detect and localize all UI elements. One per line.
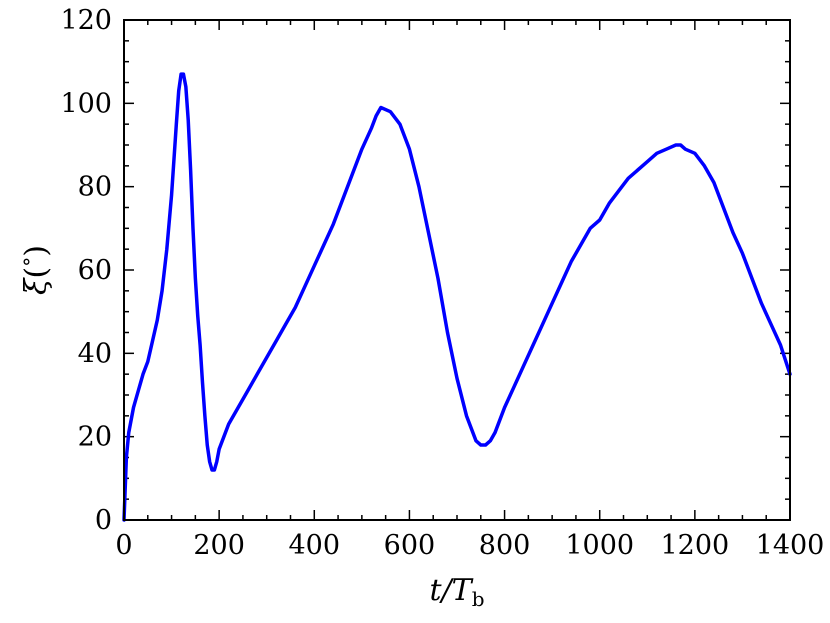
x-tick-label: 0	[115, 530, 132, 561]
series-layer	[122, 72, 792, 522]
y-tick-label: 60	[78, 255, 112, 286]
x-tick-label: 1400	[756, 530, 825, 561]
x-axis-ticks	[123, 20, 791, 520]
y-axis-tick-labels: 0 20 40 60 80 100 120	[60, 5, 112, 536]
x-tick-label: 600	[384, 530, 436, 561]
x-axis-tick-labels: 0 200 400 600 800 1000 1200 1400	[115, 530, 824, 561]
y-axis-label-open-paren: (	[19, 267, 54, 279]
y-tick-label: 100	[60, 88, 112, 119]
x-tick-label: 1200	[660, 530, 729, 561]
y-tick-label: 0	[95, 505, 112, 536]
x-axis-label-main: t/T	[430, 573, 474, 608]
y-tick-label: 120	[60, 5, 112, 36]
x-axis-label: t/Tb	[430, 573, 485, 611]
plot-frame	[123, 19, 791, 521]
y-axis-label-degree: °	[19, 257, 43, 267]
y-tick-label: 80	[78, 172, 112, 203]
y-axis-label-symbol: ξ	[19, 277, 54, 295]
series-line	[122, 72, 792, 522]
x-tick-label: 800	[479, 530, 531, 561]
x-tick-label: 200	[193, 530, 245, 561]
x-axis-label-subscript: b	[472, 587, 485, 611]
x-tick-label: 1000	[565, 530, 634, 561]
y-axis-label: ξ(°)	[19, 245, 54, 295]
y-tick-label: 20	[78, 422, 112, 453]
y-axis-label-close-paren: )	[19, 245, 54, 257]
y-tick-label: 40	[78, 338, 112, 369]
x-tick-label: 400	[289, 530, 341, 561]
y-axis-ticks	[124, 19, 790, 521]
